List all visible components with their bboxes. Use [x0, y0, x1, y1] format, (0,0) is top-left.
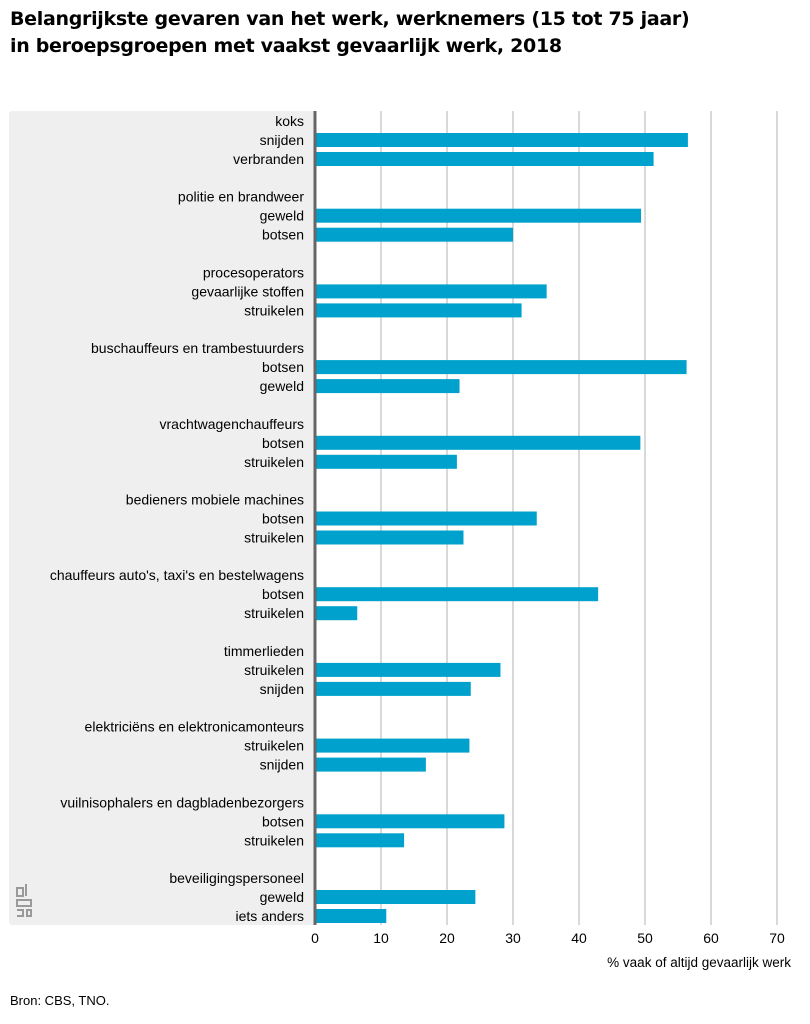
- bar: [315, 814, 505, 829]
- bar: [315, 681, 471, 696]
- bar-label: verbranden: [233, 151, 304, 167]
- bar: [315, 757, 426, 772]
- chart-title: Belangrijkste gevaren van het werk, werk…: [10, 6, 800, 60]
- bar: [315, 738, 470, 753]
- bar-label: struikelen: [244, 662, 304, 678]
- bar: [315, 662, 501, 677]
- x-tick-label: 30: [505, 930, 521, 946]
- bar-label: botsen: [262, 813, 304, 829]
- bar: [315, 890, 476, 904]
- x-tick-label: 40: [571, 930, 587, 946]
- x-tick-label: 50: [637, 930, 653, 946]
- bar: [315, 152, 654, 166]
- bar-label: iets anders: [236, 908, 304, 924]
- x-tick-label: 20: [439, 930, 455, 946]
- group-label: beveiligingspersoneel: [169, 870, 304, 886]
- group-label: buschauffeurs en trambestuurders: [91, 340, 304, 356]
- bar-label: struikelen: [244, 530, 304, 546]
- bar-label: struikelen: [244, 454, 304, 470]
- group-label: procesoperators: [203, 264, 304, 280]
- group-label: bedieners mobiele machines: [126, 492, 304, 508]
- group-label: politie en brandweer: [178, 189, 304, 205]
- bar-label: botsen: [262, 511, 304, 527]
- bar-label: snijden: [260, 757, 304, 773]
- bar-label: botsen: [262, 435, 304, 451]
- x-axis-title: % vaak of altijd gevaarlijk werk: [607, 955, 791, 970]
- bar: [315, 511, 537, 526]
- bar: [315, 435, 641, 450]
- bar-label: struikelen: [244, 605, 304, 621]
- group-label: koks: [275, 113, 304, 129]
- chart-title-line-2: in beroepsgroepen met vaakst gevaarlijk …: [10, 35, 562, 57]
- cbs-logo-icon: [16, 884, 32, 917]
- group-label: chauffeurs auto's, taxi's en bestelwagen…: [50, 567, 304, 583]
- bar-label: struikelen: [244, 302, 304, 318]
- bar-label: struikelen: [244, 832, 304, 848]
- bar-label: geweld: [260, 208, 304, 224]
- label-panel: [9, 111, 315, 925]
- bar-label: gevaarlijke stoffen: [191, 283, 304, 299]
- bar-label: botsen: [262, 586, 304, 602]
- bar: [315, 133, 688, 147]
- bar: [315, 909, 387, 923]
- bar: [315, 587, 599, 602]
- bar: [315, 530, 464, 545]
- bar: [315, 606, 358, 621]
- bar: [315, 227, 513, 242]
- bar-label: botsen: [262, 359, 304, 375]
- bar: [315, 284, 547, 299]
- bar: [315, 833, 405, 848]
- bar-label: snijden: [260, 681, 304, 697]
- source-note: Bron: CBS, TNO.: [10, 993, 110, 1008]
- group-label: elektriciëns en elektronicamonteurs: [85, 719, 304, 735]
- x-tick-label: 70: [769, 930, 785, 946]
- bar-label: snijden: [260, 132, 304, 148]
- group-label: vrachtwagenchauffeurs: [160, 416, 305, 432]
- group-label: vuilnisophalers en dagbladenbezorgers: [60, 794, 304, 810]
- x-tick-label: 10: [373, 930, 389, 946]
- x-tick-label: 60: [703, 930, 719, 946]
- bar-label: geweld: [260, 378, 304, 394]
- bar: [315, 454, 457, 469]
- bar: [315, 303, 522, 318]
- bar-label: struikelen: [244, 738, 304, 754]
- bar: [315, 379, 460, 394]
- chart-title-line-1: Belangrijkste gevaren van het werk, werk…: [10, 8, 690, 30]
- bar-label: botsen: [262, 227, 304, 243]
- group-label: timmerlieden: [224, 643, 304, 659]
- bar: [315, 360, 687, 375]
- bar: [315, 208, 642, 223]
- x-tick-label: 0: [311, 930, 319, 946]
- bar-label: geweld: [260, 889, 304, 905]
